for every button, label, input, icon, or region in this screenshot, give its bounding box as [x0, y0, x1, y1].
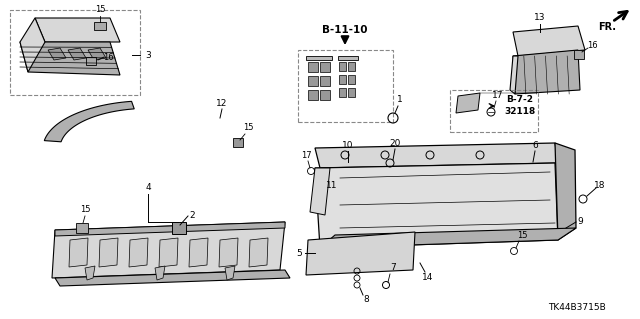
Polygon shape	[310, 168, 330, 215]
Polygon shape	[44, 101, 134, 142]
Bar	[94, 22, 106, 30]
Text: 11: 11	[326, 181, 338, 189]
Text: 4: 4	[145, 183, 151, 192]
Polygon shape	[249, 238, 268, 267]
Bar	[574, 50, 584, 59]
Polygon shape	[69, 238, 88, 267]
Polygon shape	[225, 266, 235, 280]
Bar	[10, 10, 140, 95]
Bar	[339, 62, 346, 71]
Polygon shape	[68, 48, 86, 60]
Text: 17: 17	[301, 151, 311, 160]
Bar	[308, 76, 318, 86]
Polygon shape	[99, 238, 118, 267]
Polygon shape	[306, 232, 415, 275]
Text: 15: 15	[80, 205, 90, 214]
Bar	[339, 75, 346, 84]
Polygon shape	[48, 48, 66, 60]
Text: 13: 13	[534, 13, 546, 23]
Text: 5: 5	[296, 249, 302, 257]
Polygon shape	[35, 18, 120, 42]
Bar	[76, 223, 88, 233]
Polygon shape	[555, 143, 576, 240]
Polygon shape	[510, 56, 518, 94]
Text: 20: 20	[389, 138, 401, 147]
Polygon shape	[456, 93, 480, 113]
Bar	[320, 76, 330, 86]
Polygon shape	[513, 26, 585, 56]
Text: 10: 10	[342, 140, 354, 150]
Polygon shape	[20, 18, 45, 72]
Polygon shape	[189, 238, 208, 267]
Polygon shape	[85, 266, 95, 280]
Text: 6: 6	[532, 140, 538, 150]
Text: 12: 12	[216, 99, 228, 108]
Text: 15: 15	[95, 5, 105, 14]
Polygon shape	[320, 228, 576, 248]
Text: B-11-10: B-11-10	[323, 25, 368, 35]
Bar	[172, 222, 186, 234]
Polygon shape	[306, 56, 332, 60]
Polygon shape	[55, 222, 285, 236]
Polygon shape	[55, 270, 290, 286]
Polygon shape	[52, 222, 285, 278]
Polygon shape	[88, 48, 106, 60]
Bar	[233, 138, 243, 147]
Text: TK44B3715B: TK44B3715B	[548, 303, 606, 313]
Bar	[450, 90, 538, 132]
Text: 17: 17	[492, 91, 504, 100]
Text: 2: 2	[189, 211, 195, 220]
Bar	[348, 75, 355, 84]
Text: FR.: FR.	[598, 22, 616, 32]
Text: 9: 9	[577, 218, 583, 226]
Bar	[320, 90, 330, 100]
Text: 8: 8	[363, 295, 369, 305]
Polygon shape	[219, 238, 238, 267]
Text: 15: 15	[243, 123, 253, 132]
Text: 14: 14	[422, 273, 434, 283]
Polygon shape	[315, 163, 558, 248]
Polygon shape	[338, 56, 358, 60]
Text: 7: 7	[390, 263, 396, 272]
Polygon shape	[20, 42, 120, 75]
Bar	[308, 90, 318, 100]
Bar	[348, 62, 355, 71]
Bar	[348, 88, 355, 97]
Text: 16: 16	[102, 53, 113, 62]
Polygon shape	[159, 238, 178, 267]
Bar	[86, 57, 96, 65]
Polygon shape	[513, 50, 580, 94]
Text: 18: 18	[595, 181, 605, 189]
Polygon shape	[315, 143, 558, 168]
Text: 32118: 32118	[504, 107, 536, 115]
Bar	[320, 62, 330, 72]
Text: 16: 16	[587, 41, 597, 50]
Bar	[298, 50, 393, 122]
Bar	[339, 88, 346, 97]
Text: B-7-2: B-7-2	[506, 95, 534, 105]
Text: 15: 15	[516, 231, 527, 240]
Text: 1: 1	[397, 95, 403, 105]
Bar	[308, 62, 318, 72]
Polygon shape	[155, 266, 165, 280]
Polygon shape	[129, 238, 148, 267]
Text: 3: 3	[145, 50, 151, 60]
